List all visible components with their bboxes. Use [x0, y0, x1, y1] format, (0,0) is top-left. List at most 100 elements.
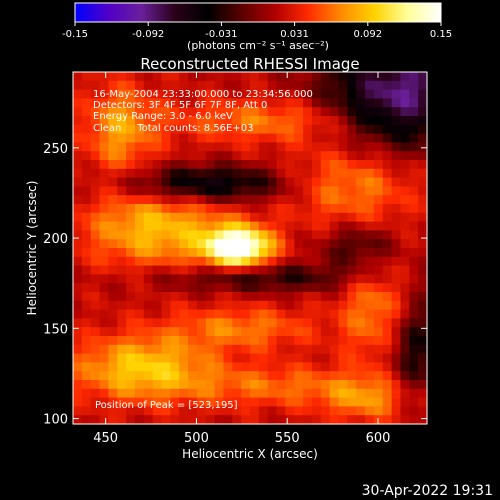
heatmap-cell [232, 397, 242, 407]
heatmap-cell [81, 168, 92, 179]
heatmap-cell [214, 195, 225, 205]
heatmap-cell [161, 309, 171, 319]
heatmap-cell [329, 116, 340, 126]
heatmap-cell [117, 80, 127, 91]
heatmap-cell [117, 204, 127, 214]
heatmap-cell [152, 327, 163, 337]
heatmap-cell [373, 256, 384, 267]
heatmap-cell [152, 283, 163, 293]
heatmap-cell [382, 309, 393, 319]
heatmap-cell [90, 371, 101, 381]
heatmap-cell [196, 151, 207, 161]
heatmap-cell [143, 160, 154, 170]
heatmap-cell [214, 292, 225, 302]
heatmap-cell [108, 327, 118, 337]
heatmap-cell [347, 265, 357, 275]
heatmap-cell [90, 124, 101, 135]
heatmap-cell [232, 168, 242, 179]
heatmap-cell [418, 168, 428, 179]
heatmap-cell [311, 89, 322, 99]
heatmap-cell [223, 230, 233, 240]
heatmap-cell [303, 265, 313, 275]
heatmap-cell [267, 362, 278, 372]
heatmap-cell [223, 248, 233, 258]
heatmap-cell [99, 142, 109, 152]
heatmap-cell [241, 98, 251, 108]
heatmap-cell [338, 380, 348, 390]
heatmap-cell [391, 160, 402, 170]
heatmap-cell [117, 380, 127, 390]
heatmap-cell [90, 116, 101, 126]
info-line-clean-counts: Clean Total counts: 8.56E+03 [93, 123, 253, 134]
heatmap-cell [152, 151, 163, 161]
heatmap-cell [108, 283, 118, 293]
heatmap-cell [188, 318, 198, 328]
heatmap-cell [320, 133, 331, 143]
heatmap-cell [117, 415, 127, 425]
heatmap-cell [134, 168, 145, 179]
heatmap-cell [311, 124, 322, 135]
heatmap-cell [205, 212, 216, 223]
heatmap-cell [232, 283, 242, 293]
heatmap-cell [73, 265, 83, 275]
heatmap-cell [152, 160, 163, 170]
heatmap-cell [311, 274, 322, 284]
heatmap-cell [250, 318, 260, 328]
heatmap-cell [170, 371, 180, 381]
heatmap-cell [409, 230, 419, 240]
heatmap-cell [382, 274, 393, 284]
heatmap-cell [108, 124, 118, 135]
heatmap-cell [188, 221, 198, 231]
heatmap-cell [232, 344, 242, 355]
heatmap-cell [117, 371, 127, 381]
heatmap-cell [365, 327, 375, 337]
heatmap-cell [99, 204, 109, 214]
heatmap-cell [152, 248, 163, 258]
heatmap-cell [108, 397, 118, 407]
heatmap-cell [73, 292, 83, 302]
heatmap-cell [418, 283, 428, 293]
heatmap-cell [409, 406, 419, 416]
heatmap-cell [223, 98, 233, 108]
heatmap-cell [347, 221, 357, 231]
heatmap-cell [205, 380, 216, 390]
heatmap-cell [303, 204, 313, 214]
heatmap-cell [267, 80, 278, 91]
heatmap-cell [232, 177, 242, 187]
heatmap-cell [373, 362, 384, 372]
heatmap-cell [258, 124, 269, 135]
heatmap-cell [250, 72, 260, 82]
heatmap-cell [241, 133, 251, 143]
heatmap-cell [382, 195, 393, 205]
heatmap-cell [311, 300, 322, 311]
heatmap-cell [258, 248, 269, 258]
heatmap-cell [170, 283, 180, 293]
heatmap-cell [134, 362, 145, 372]
heatmap-cell [382, 116, 393, 126]
heatmap-cell [161, 160, 171, 170]
heatmap-cell [214, 256, 225, 267]
heatmap-cell [311, 239, 322, 249]
heatmap-cell [400, 107, 410, 117]
heatmap-cell [90, 327, 101, 337]
heatmap-cell [188, 415, 198, 425]
heatmap-cell [81, 292, 92, 302]
heatmap-cell [365, 212, 375, 223]
heatmap-cell [365, 336, 375, 346]
heatmap-cell [73, 204, 83, 214]
heatmap-cell [267, 151, 278, 161]
heatmap-cell [241, 292, 251, 302]
heatmap-cell [99, 274, 109, 284]
heatmap-cell [170, 124, 180, 135]
heatmap-cell [99, 177, 109, 187]
heatmap-cell [188, 265, 198, 275]
heatmap-cell [409, 256, 419, 267]
heatmap-cell [117, 89, 127, 99]
heatmap-cell [303, 124, 313, 135]
heatmap-cell [338, 336, 348, 346]
heatmap-cell [241, 406, 251, 416]
heatmap-cell [126, 380, 136, 390]
heatmap-cell [152, 274, 163, 284]
heatmap-cell [267, 133, 278, 143]
heatmap-cell [143, 415, 154, 425]
